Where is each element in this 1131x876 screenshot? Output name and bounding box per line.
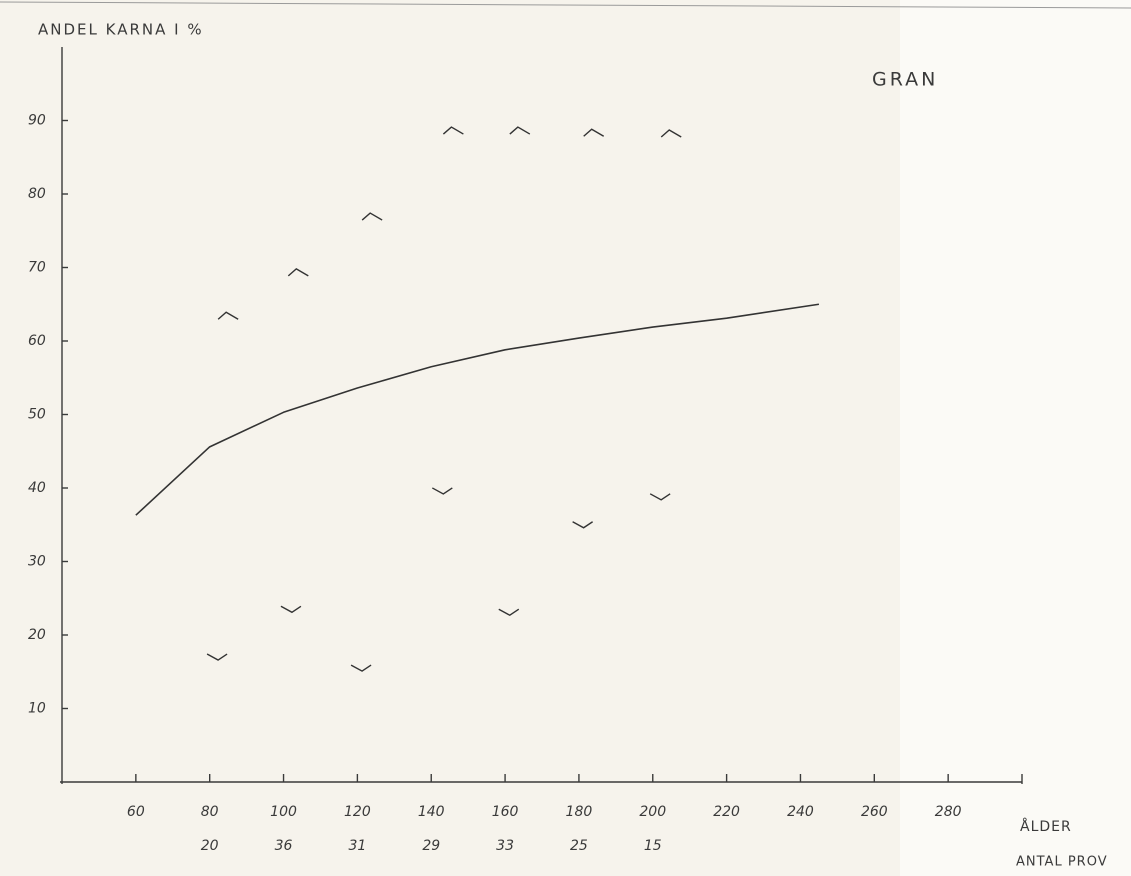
max-marker bbox=[361, 212, 383, 221]
x-axis-label: ÅLDER bbox=[1020, 818, 1072, 835]
x-tick-label: 120 bbox=[344, 804, 371, 820]
paper-shade bbox=[900, 0, 1131, 876]
counts-label: ANTAL PROV bbox=[1016, 855, 1108, 870]
min-marker bbox=[350, 664, 372, 672]
sample-count: 33 bbox=[496, 838, 514, 854]
x-tick-label: 200 bbox=[639, 804, 666, 820]
min-marker bbox=[572, 521, 594, 529]
y-tick-label: 40 bbox=[28, 480, 46, 496]
max-marker bbox=[287, 268, 309, 277]
max-marker bbox=[217, 311, 239, 320]
x-tick-label: 280 bbox=[935, 804, 962, 820]
y-tick-label: 60 bbox=[28, 333, 46, 349]
sample-count: 25 bbox=[570, 838, 588, 854]
x-tick-label: 140 bbox=[418, 804, 445, 820]
sample-count: 20 bbox=[201, 838, 219, 854]
y-tick-label: 90 bbox=[28, 113, 46, 129]
y-tick-label: 30 bbox=[28, 554, 46, 570]
min-marker bbox=[649, 493, 671, 501]
x-tick-label: 100 bbox=[270, 804, 297, 820]
y-tick-label: 70 bbox=[28, 260, 46, 276]
sample-count: 36 bbox=[275, 838, 293, 854]
min-marker bbox=[431, 487, 453, 495]
max-marker bbox=[442, 126, 464, 135]
sample-count: 15 bbox=[644, 838, 662, 854]
max-marker bbox=[583, 128, 605, 137]
x-tick-label: 60 bbox=[127, 804, 145, 820]
min-marker bbox=[498, 608, 520, 617]
trend-curve bbox=[135, 303, 820, 516]
x-tick-label: 160 bbox=[492, 804, 519, 820]
max-marker bbox=[509, 126, 531, 135]
min-marker bbox=[280, 605, 302, 614]
min-marker bbox=[206, 653, 228, 661]
sample-count: 31 bbox=[348, 838, 366, 854]
y-tick-label: 80 bbox=[28, 186, 46, 202]
y-tick-label: 20 bbox=[28, 627, 46, 643]
x-tick-label: 80 bbox=[201, 804, 219, 820]
y-tick-label: 10 bbox=[28, 701, 46, 717]
y-axis-label: ANDEL KARNA I % bbox=[38, 21, 204, 39]
x-tick-label: 220 bbox=[713, 804, 740, 820]
x-tick-label: 240 bbox=[787, 804, 814, 820]
max-marker bbox=[660, 129, 682, 138]
x-tick-label: 260 bbox=[861, 804, 888, 820]
y-tick-label: 50 bbox=[28, 407, 46, 423]
chart-title: GRAN bbox=[872, 69, 938, 91]
x-tick-label: 180 bbox=[566, 804, 593, 820]
page-edge bbox=[0, 1, 1131, 9]
sample-count: 29 bbox=[422, 838, 440, 854]
